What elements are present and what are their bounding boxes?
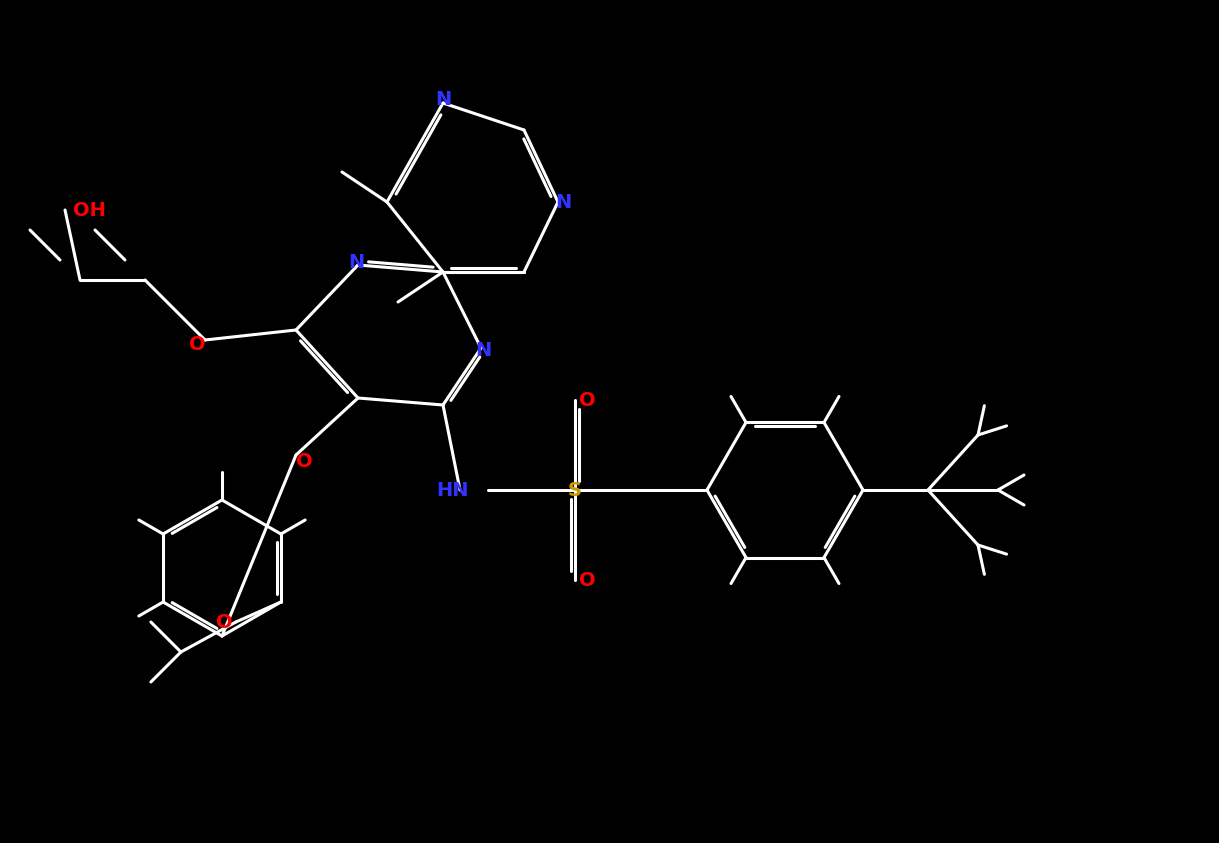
Text: O: O (579, 571, 595, 589)
Text: N: N (435, 89, 451, 109)
Text: S: S (568, 481, 581, 500)
Text: OH: OH (73, 201, 106, 219)
Text: O: O (189, 335, 205, 353)
Text: N: N (555, 192, 572, 212)
Text: N: N (475, 341, 491, 359)
Text: O: O (579, 390, 595, 410)
Text: O: O (216, 613, 232, 631)
Text: N: N (347, 254, 364, 272)
Text: HN: HN (435, 481, 468, 500)
Text: O: O (296, 452, 312, 470)
